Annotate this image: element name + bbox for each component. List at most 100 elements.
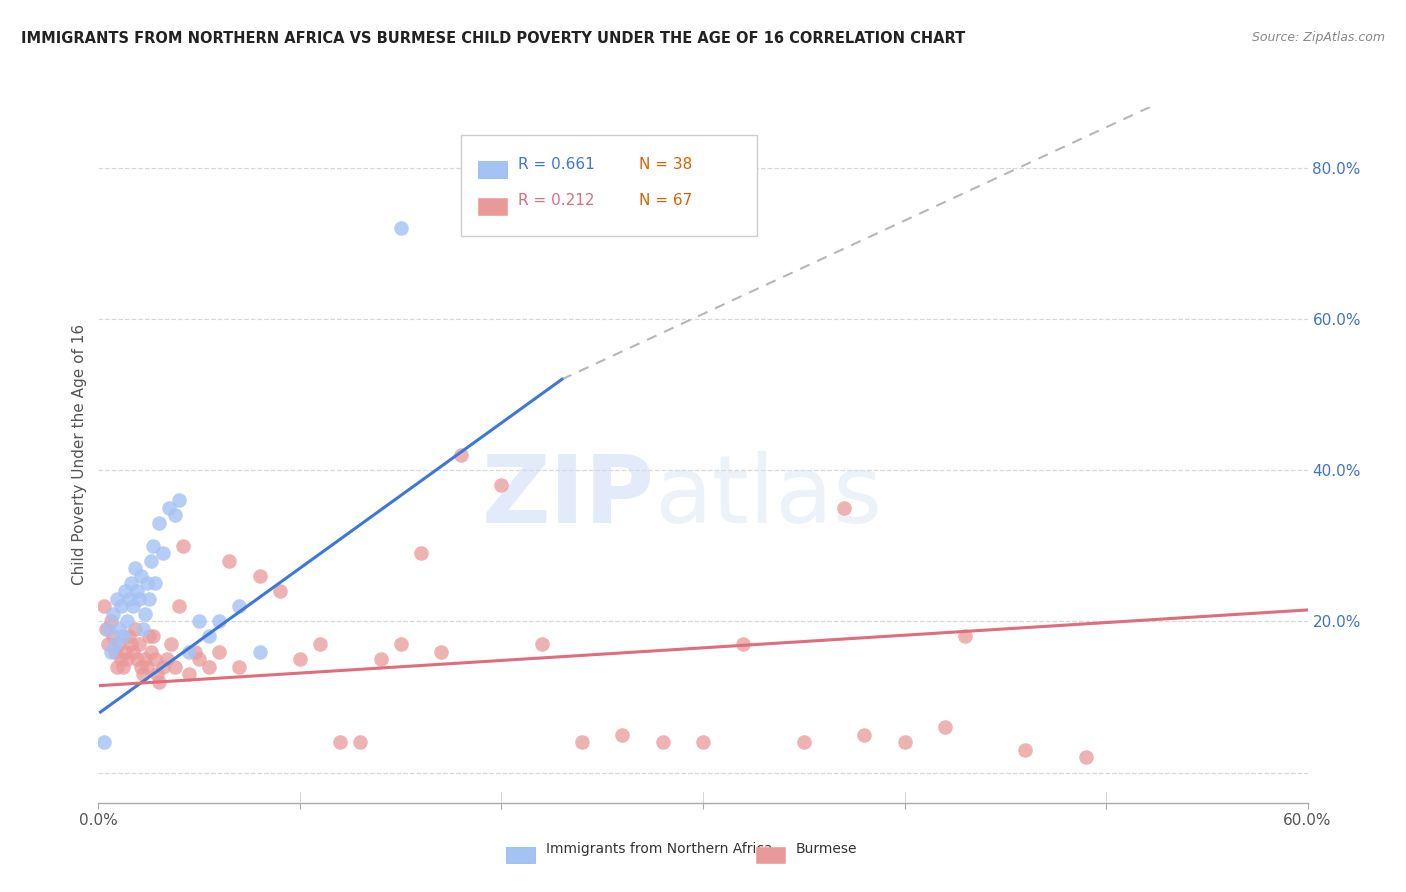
Point [152,546,174,560]
Point [129,659,152,673]
Point [143,576,166,591]
Point [1014,743,1036,757]
Point [208,644,231,658]
Point [450,448,472,462]
Y-axis label: Child Poverty Under the Age of 16: Child Poverty Under the Age of 16 [72,325,87,585]
Point [134,607,156,621]
Point [139,644,162,658]
FancyBboxPatch shape [756,847,785,863]
Text: Source: ZipAtlas.com: Source: ZipAtlas.com [1251,31,1385,45]
Point [110,599,132,614]
Text: R = 0.661: R = 0.661 [517,157,595,171]
Point [832,500,855,515]
Point [612,728,634,742]
Point [128,637,150,651]
Point [124,622,146,636]
Point [167,493,190,508]
Point [103,637,125,651]
Point [114,644,136,658]
Point [156,652,179,666]
Point [370,652,392,666]
Point [121,644,143,658]
Point [218,554,240,568]
Point [172,539,194,553]
Point [179,667,201,681]
Point [389,637,412,651]
Point [142,629,165,643]
Point [228,659,250,673]
Point [107,637,129,651]
Point [111,659,134,673]
Point [132,667,155,681]
Point [135,659,157,673]
Point [188,615,211,629]
Point [160,637,183,651]
Point [692,735,714,749]
Point [110,652,132,666]
Point [96,622,118,636]
Point [107,622,129,636]
Text: N = 67: N = 67 [638,194,692,209]
Point [115,615,138,629]
Point [934,720,956,734]
Point [198,629,221,643]
Point [121,599,143,614]
Point [103,644,125,658]
Text: Burmese: Burmese [796,842,858,856]
Point [430,644,453,658]
Point [100,644,122,658]
Point [135,576,157,591]
Text: atlas: atlas [655,450,883,542]
FancyBboxPatch shape [478,198,508,215]
Point [651,735,673,749]
Point [793,735,815,749]
Point [138,629,160,643]
Point [571,735,593,749]
Point [329,735,352,749]
Point [228,599,250,614]
Point [118,591,141,606]
Point [125,652,148,666]
Point [853,728,876,742]
Point [105,591,128,606]
Point [167,599,190,614]
Point [124,561,146,575]
Point [288,652,311,666]
Point [249,569,271,583]
Point [120,637,142,651]
Point [93,735,115,749]
Text: R = 0.212: R = 0.212 [517,194,595,209]
Point [1074,750,1097,764]
Point [269,584,291,599]
Point [733,637,755,651]
Point [530,637,553,651]
Text: ZIP: ZIP [482,450,655,542]
Point [100,615,122,629]
Point [97,622,120,636]
Point [953,629,976,643]
FancyBboxPatch shape [461,135,758,235]
Point [163,659,186,673]
Point [409,546,432,560]
Point [138,591,160,606]
Point [152,659,174,673]
Text: IMMIGRANTS FROM NORTHERN AFRICA VS BURMESE CHILD POVERTY UNDER THE AGE OF 16 COR: IMMIGRANTS FROM NORTHERN AFRICA VS BURME… [21,31,966,46]
FancyBboxPatch shape [478,161,508,178]
Point [105,659,128,673]
Point [115,652,138,666]
Point [249,644,271,658]
Point [111,629,134,643]
Point [128,591,150,606]
Point [179,644,201,658]
Point [184,644,207,658]
Point [491,478,513,492]
Point [349,735,371,749]
Point [114,584,136,599]
Text: N = 38: N = 38 [638,157,692,171]
Point [125,584,148,599]
Point [148,674,170,689]
Point [208,615,231,629]
Point [148,516,170,530]
Point [118,629,141,643]
Point [893,735,915,749]
